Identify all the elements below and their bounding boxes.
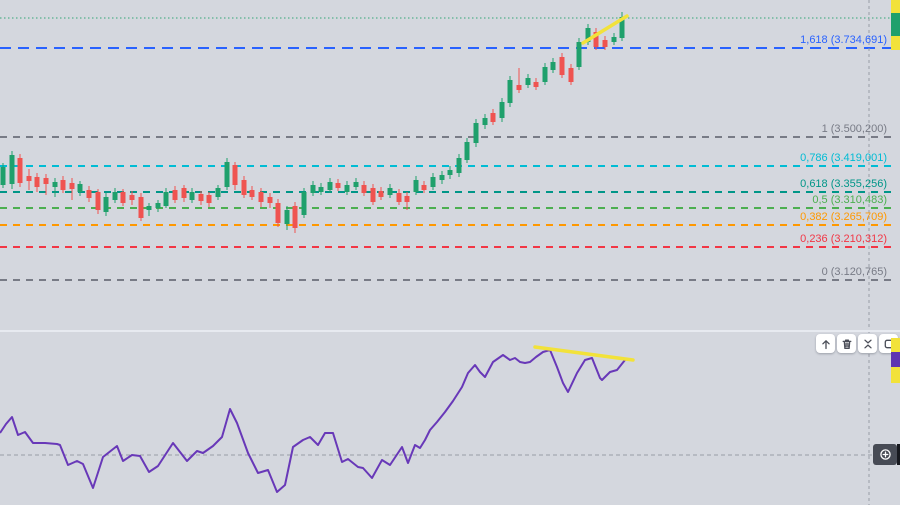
- fib-label-1,618: 1,618 (3.734,691): [800, 34, 887, 46]
- trendline-price[interactable]: [581, 14, 629, 45]
- fib-label-0,236: 0,236 (3.210,312): [800, 233, 887, 245]
- candlestick-series: [0, 12, 625, 233]
- indicator-trendline-label: [891, 338, 900, 352]
- fib-label-0,382: 0,382 (3.265,709): [800, 211, 887, 223]
- collapse-icon: [863, 339, 872, 348]
- trash-icon: [842, 339, 851, 349]
- trendline-end-price-label: [891, 36, 900, 50]
- indicator-trendline-label: [891, 367, 900, 383]
- move-pane-up-button[interactable]: [816, 334, 835, 353]
- fib-label-0,618: 0,618 (3.355,256): [800, 178, 887, 190]
- pane-separator[interactable]: [0, 330, 900, 332]
- crosshair-price-label: [897, 444, 900, 465]
- delete-pane-button[interactable]: [837, 334, 856, 353]
- add-alert-plus-button[interactable]: [873, 444, 897, 465]
- last-price-label: [891, 13, 900, 36]
- indicator-value-label: [891, 352, 900, 367]
- circled-plus-icon: [879, 449, 891, 460]
- fib-label-1: 1 (3.500,200): [821, 123, 887, 135]
- fib-label-0,786: 0,786 (3.419,001): [800, 152, 887, 164]
- pane-toolbar: [816, 334, 898, 353]
- fib-label-0,5: 0,5 (3.310,483): [812, 194, 887, 206]
- trendline-indicator[interactable]: [533, 345, 635, 362]
- trendline-start-price-label: [891, 0, 900, 13]
- collapse-pane-button[interactable]: [858, 334, 877, 353]
- fib-label-0: 0 (3.120,765): [821, 266, 887, 278]
- arrow-up-icon: [821, 339, 830, 349]
- indicator-line: [0, 349, 628, 493]
